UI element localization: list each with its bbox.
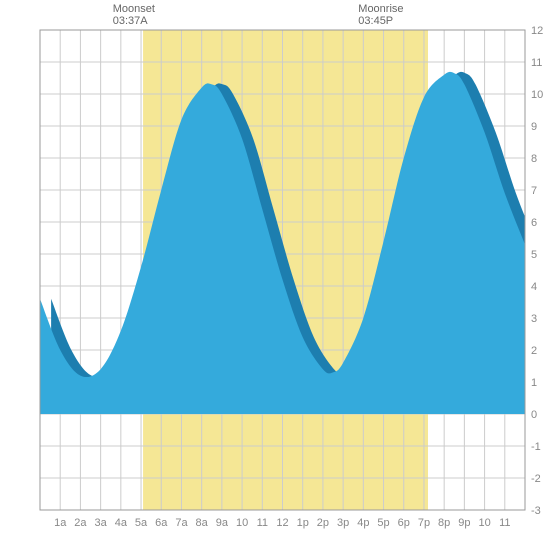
- x-tick-label: 6p: [398, 517, 410, 529]
- x-tick-label: 8p: [438, 517, 450, 529]
- x-tick-label: 10: [236, 517, 248, 529]
- y-tick-label: -3: [531, 505, 541, 517]
- x-tick-label: 4p: [357, 517, 369, 529]
- x-tick-label: 1p: [297, 517, 309, 529]
- y-tick-label: -1: [531, 441, 541, 453]
- x-tick-label: 6a: [155, 517, 168, 529]
- y-tick-label: -2: [531, 473, 541, 485]
- moonset-time: 03:37A: [113, 15, 149, 27]
- x-tick-label: 5a: [135, 517, 148, 529]
- x-tick-label: 2a: [74, 517, 87, 529]
- x-tick-label: 9a: [216, 517, 229, 529]
- y-tick-label: 9: [531, 121, 537, 133]
- x-tick-label: 11: [499, 517, 510, 529]
- y-tick-label: 0: [531, 409, 537, 421]
- y-tick-label: 4: [531, 281, 537, 293]
- x-tick-label: 1a: [54, 517, 67, 529]
- x-tick-label: 3p: [337, 517, 349, 529]
- moonrise-label: Moonrise: [358, 3, 403, 15]
- y-tick-label: 2: [531, 345, 537, 357]
- y-tick-label: 5: [531, 249, 537, 261]
- y-tick-label: 11: [531, 57, 542, 69]
- chart-svg: 1a2a3a4a5a6a7a8a9a1011121p2p3p4p5p6p7p8p…: [0, 0, 550, 550]
- x-tick-label: 7a: [175, 517, 188, 529]
- y-tick-label: 1: [531, 377, 537, 389]
- moonset-label: Moonset: [113, 3, 155, 15]
- x-tick-label: 8a: [196, 517, 209, 529]
- x-tick-label: 10: [478, 517, 490, 529]
- y-tick-label: 7: [531, 185, 537, 197]
- x-tick-label: 4a: [115, 517, 128, 529]
- x-tick-label: 9p: [458, 517, 470, 529]
- x-tick-label: 3a: [95, 517, 108, 529]
- x-tick-label: 12: [276, 517, 288, 529]
- x-tick-label: 5p: [377, 517, 389, 529]
- x-tick-label: 7p: [418, 517, 430, 529]
- y-tick-label: 12: [531, 25, 543, 37]
- tide-chart: 1a2a3a4a5a6a7a8a9a1011121p2p3p4p5p6p7p8p…: [0, 0, 550, 550]
- y-tick-label: 3: [531, 313, 537, 325]
- y-tick-label: 6: [531, 217, 537, 229]
- x-tick-label: 2p: [317, 517, 329, 529]
- y-tick-label: 10: [531, 89, 543, 101]
- x-tick-label: 11: [257, 517, 268, 529]
- y-tick-label: 8: [531, 153, 537, 165]
- moonrise-time: 03:45P: [358, 15, 393, 27]
